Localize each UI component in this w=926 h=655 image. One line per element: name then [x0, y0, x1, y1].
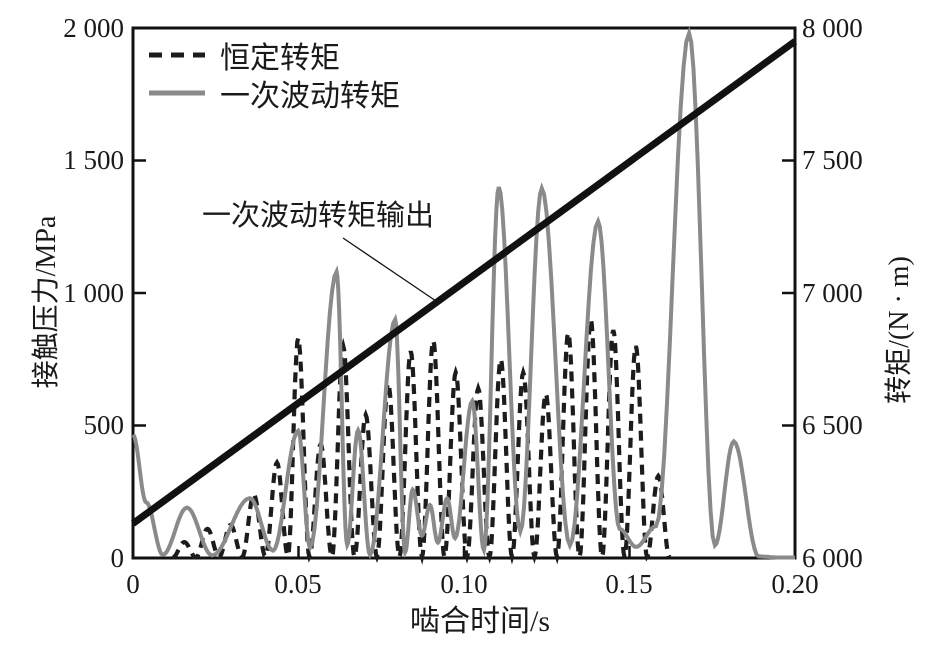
- x-tick-020: 0.20: [771, 569, 819, 599]
- y-left-tick-1500: 1 500: [63, 145, 124, 175]
- y-left-tick-1000: 1 000: [63, 278, 124, 308]
- legend-dashed-line-icon: [149, 52, 205, 58]
- y-right-tick-7000: 7 000: [802, 278, 863, 308]
- y-right-tick-6000: 6 000: [802, 543, 863, 573]
- series-fluctuating-torque-curve: [131, 26, 795, 560]
- y-right-tick-6500: 6 500: [802, 410, 863, 440]
- annotation-torque-output: 一次波动转矩输出: [202, 200, 435, 232]
- y-axis-left-title: 接触压力/MPa: [31, 215, 62, 389]
- y-right-tick-7500: 7 500: [802, 145, 863, 175]
- x-axis-title: 啮合时间/s: [409, 605, 550, 638]
- legend-solid-line-icon: [149, 90, 205, 96]
- x-tick-005: 0.05: [274, 569, 322, 599]
- annotation-leader-line: [342, 237, 437, 302]
- x-tick-010: 0.10: [440, 569, 488, 599]
- legend-label-constant-torque: 恒定转矩: [220, 42, 340, 75]
- y-left-tick-0: 0: [110, 543, 125, 573]
- x-tick-015: 0.15: [605, 569, 653, 599]
- y-left-tick-500: 500: [83, 410, 125, 440]
- legend-item-constant-torque: 恒定转矩: [148, 36, 400, 75]
- legend-label-fluctuating-torque: 一次波动转矩: [220, 80, 400, 113]
- legend-item-fluctuating-torque: 一次波动转矩: [148, 74, 400, 113]
- legend: 恒定转矩 一次波动转矩: [148, 36, 400, 113]
- y-left-tick-2000: 2 000: [63, 13, 124, 43]
- y-right-tick-8000: 8 000: [802, 13, 863, 43]
- series-torque-output-line: [130, 38, 798, 527]
- y-axis-right-title: 转矩/(N · m): [884, 256, 915, 404]
- series-constant-torque-curve: [172, 318, 672, 565]
- x-tick-0: 0: [126, 569, 140, 599]
